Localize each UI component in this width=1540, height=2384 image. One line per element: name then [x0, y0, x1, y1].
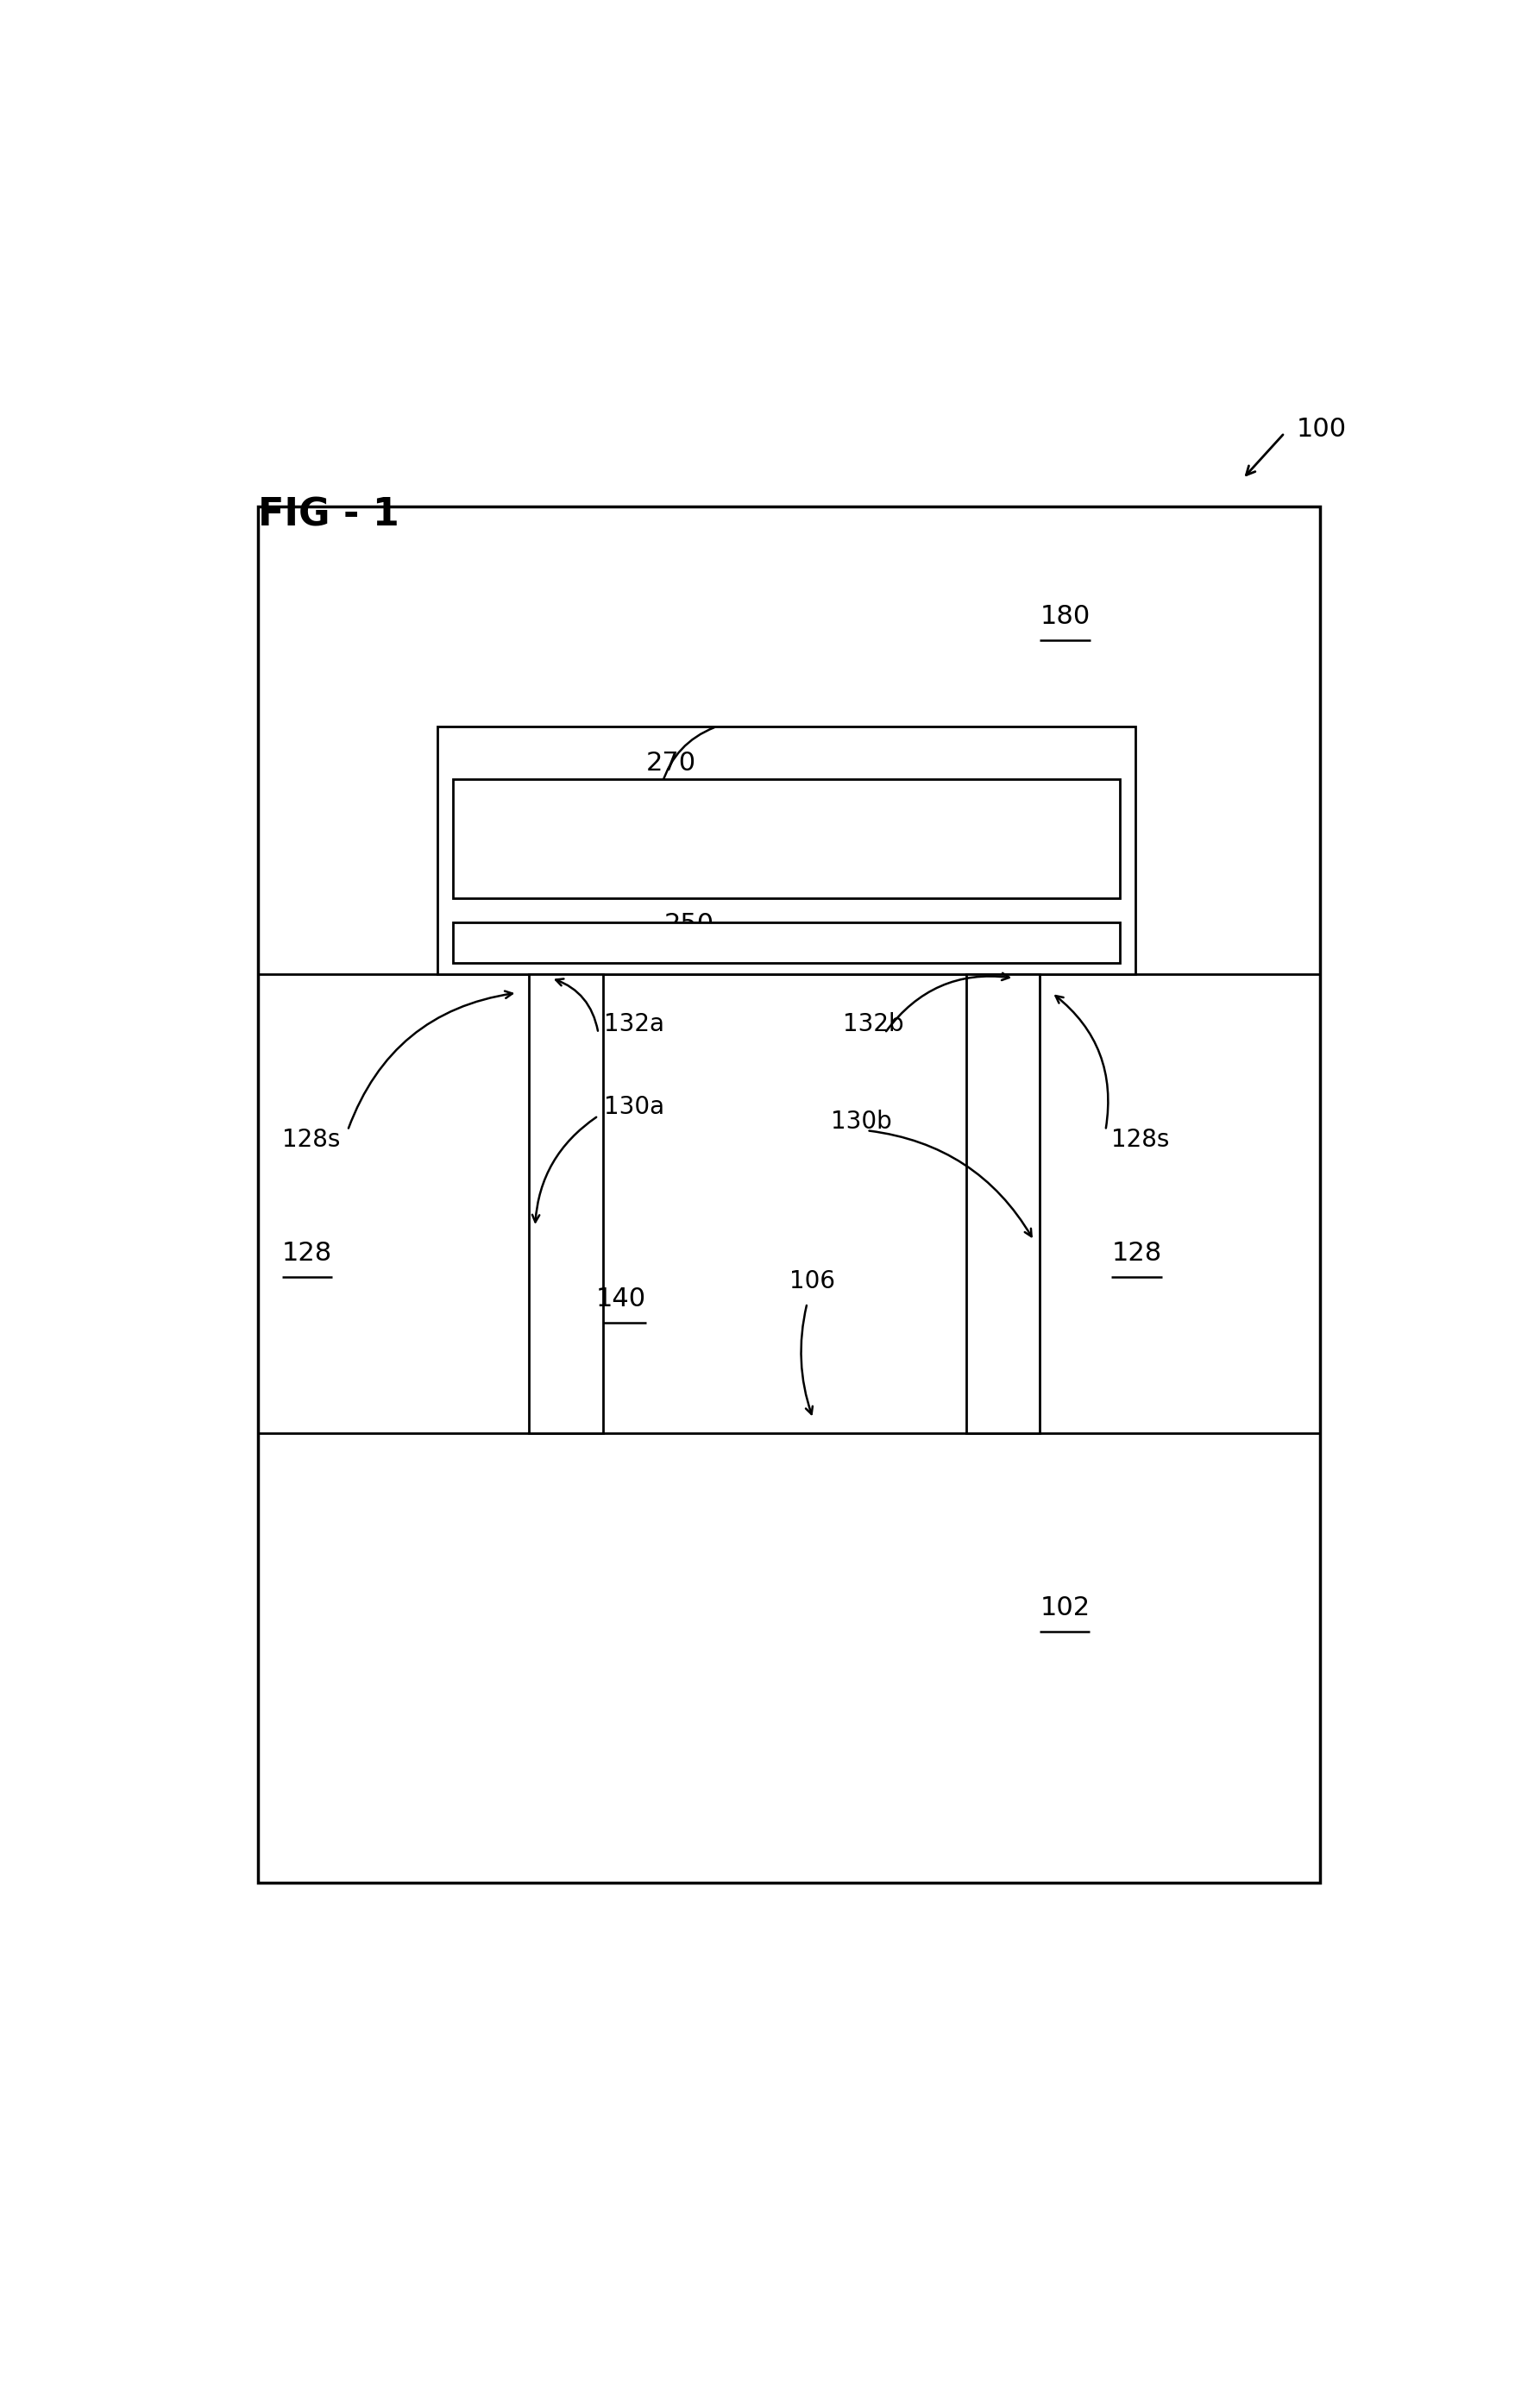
Bar [453, 780, 1120, 899]
Text: 180: 180 [1040, 603, 1090, 629]
Text: 132a: 132a [604, 1011, 665, 1037]
Text: 128s: 128s [282, 1128, 340, 1151]
Text: 130a: 130a [604, 1094, 665, 1118]
Text: 250: 250 [664, 913, 715, 937]
Text: 260: 260 [759, 851, 810, 877]
Text: 128: 128 [282, 1242, 333, 1266]
Bar [966, 975, 1040, 1433]
Bar [437, 727, 1135, 975]
Text: 128: 128 [1112, 1242, 1161, 1266]
Bar [453, 923, 1120, 963]
Text: FIG - 1: FIG - 1 [259, 496, 399, 534]
Bar [259, 505, 1320, 1883]
Text: 132b: 132b [842, 1011, 904, 1037]
Text: 140: 140 [596, 1287, 647, 1311]
Bar [530, 975, 604, 1433]
Text: 130b: 130b [832, 1109, 892, 1132]
Text: 100: 100 [1297, 417, 1346, 441]
Text: 270: 270 [647, 751, 696, 775]
Text: 106: 106 [790, 1268, 835, 1292]
Text: 102: 102 [1040, 1595, 1090, 1621]
Text: 128s: 128s [1112, 1128, 1169, 1151]
